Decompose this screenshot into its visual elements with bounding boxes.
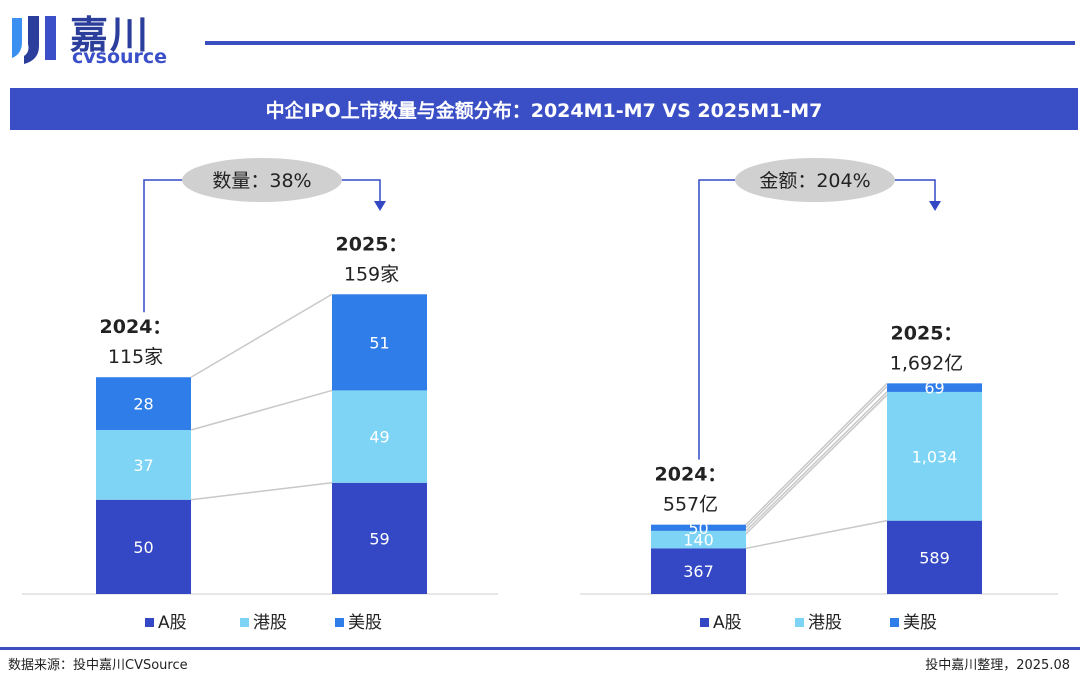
bar-2024-A股 — [651, 548, 746, 594]
total-value-label: 159家 — [344, 263, 399, 285]
logo: 嘉川 cvsource — [8, 4, 178, 70]
growth-label: 金额：204% — [759, 170, 870, 192]
growth-arrow-icon — [929, 201, 941, 211]
total-value-label: 115家 — [108, 346, 163, 368]
legend-swatch-1 — [795, 618, 804, 627]
credit-note: 投中嘉川整理，2025.08 — [925, 658, 1070, 673]
connector-line — [745, 391, 888, 532]
total-value-label: 1,692亿 — [890, 352, 963, 374]
legend-swatch-0 — [700, 618, 709, 627]
connector-line — [190, 293, 333, 378]
connector-line — [190, 482, 333, 501]
value-label: 367 — [683, 562, 714, 581]
bar-2024-美股 — [96, 377, 191, 431]
value-label: 69 — [924, 379, 944, 398]
connector-line — [745, 385, 888, 529]
legend-label: 港股 — [808, 613, 842, 633]
total-year-label: 2025： — [891, 322, 963, 344]
growth-label: 数量：38% — [212, 170, 311, 192]
header-divider — [205, 41, 1075, 45]
legend-label: 美股 — [903, 613, 937, 633]
bar-2025-港股 — [887, 391, 982, 521]
value-label: 37 — [133, 456, 153, 475]
value-label: 51 — [369, 333, 389, 352]
bar-2025-A股 — [332, 482, 427, 594]
total-year-label: 2025： — [336, 233, 408, 255]
value-label: 28 — [133, 395, 153, 414]
value-label: 49 — [369, 428, 389, 447]
logo-english: cvsource — [72, 46, 168, 68]
bar-2025-A股 — [887, 520, 982, 594]
bar-2025-美股 — [887, 383, 982, 392]
chart-title: 中企IPO上市数量与金额分布：2024M1-M7 VS 2025M1-M7 — [265, 99, 823, 122]
value-label: 50 — [133, 538, 153, 557]
total-year-label: 2024： — [100, 316, 172, 338]
bar-2024-港股 — [96, 430, 191, 500]
bar-2024-港股 — [651, 530, 746, 549]
growth-badge — [182, 158, 342, 202]
legend-swatch-1 — [240, 618, 249, 627]
legend-label: 美股 — [348, 613, 382, 633]
growth-badge — [735, 158, 895, 202]
value-label: 59 — [369, 529, 389, 548]
bar-2024-美股 — [651, 524, 746, 531]
bar-2025-美股 — [332, 294, 427, 391]
source-note: 数据来源：投中嘉川CVSource — [8, 658, 188, 673]
connector-line — [745, 382, 888, 526]
value-label: 140 — [683, 531, 714, 550]
connector-line — [745, 519, 888, 550]
legend-label: A股 — [158, 613, 187, 633]
value-label: 50 — [688, 519, 708, 538]
legend-label: A股 — [713, 613, 742, 633]
bar-2024-A股 — [96, 499, 191, 594]
charts-canvas: 50 37 28 2024： 115家 59 49 51 2025： 159家 数量：38% A股 港股… — [22, 158, 1058, 633]
title-bar: 中企IPO上市数量与金额分布：2024M1-M7 VS 2025M1-M7 — [10, 88, 1078, 130]
legend-swatch-0 — [145, 618, 154, 627]
logo-mark-icon — [12, 16, 56, 64]
total-year-label: 2024： — [655, 464, 727, 486]
total-value-label: 557亿 — [663, 494, 718, 516]
value-label: 1,034 — [912, 447, 958, 466]
value-label: 589 — [919, 548, 950, 567]
connector-line — [190, 389, 333, 431]
bar-2025-港股 — [332, 390, 427, 483]
footer-divider — [0, 647, 1080, 650]
logo-chinese: 嘉川 — [70, 13, 151, 57]
legend-swatch-2 — [335, 618, 344, 627]
growth-arrow-icon — [374, 201, 386, 211]
legend-label: 港股 — [253, 613, 287, 633]
legend-swatch-2 — [890, 618, 899, 627]
connector-line — [745, 394, 888, 535]
